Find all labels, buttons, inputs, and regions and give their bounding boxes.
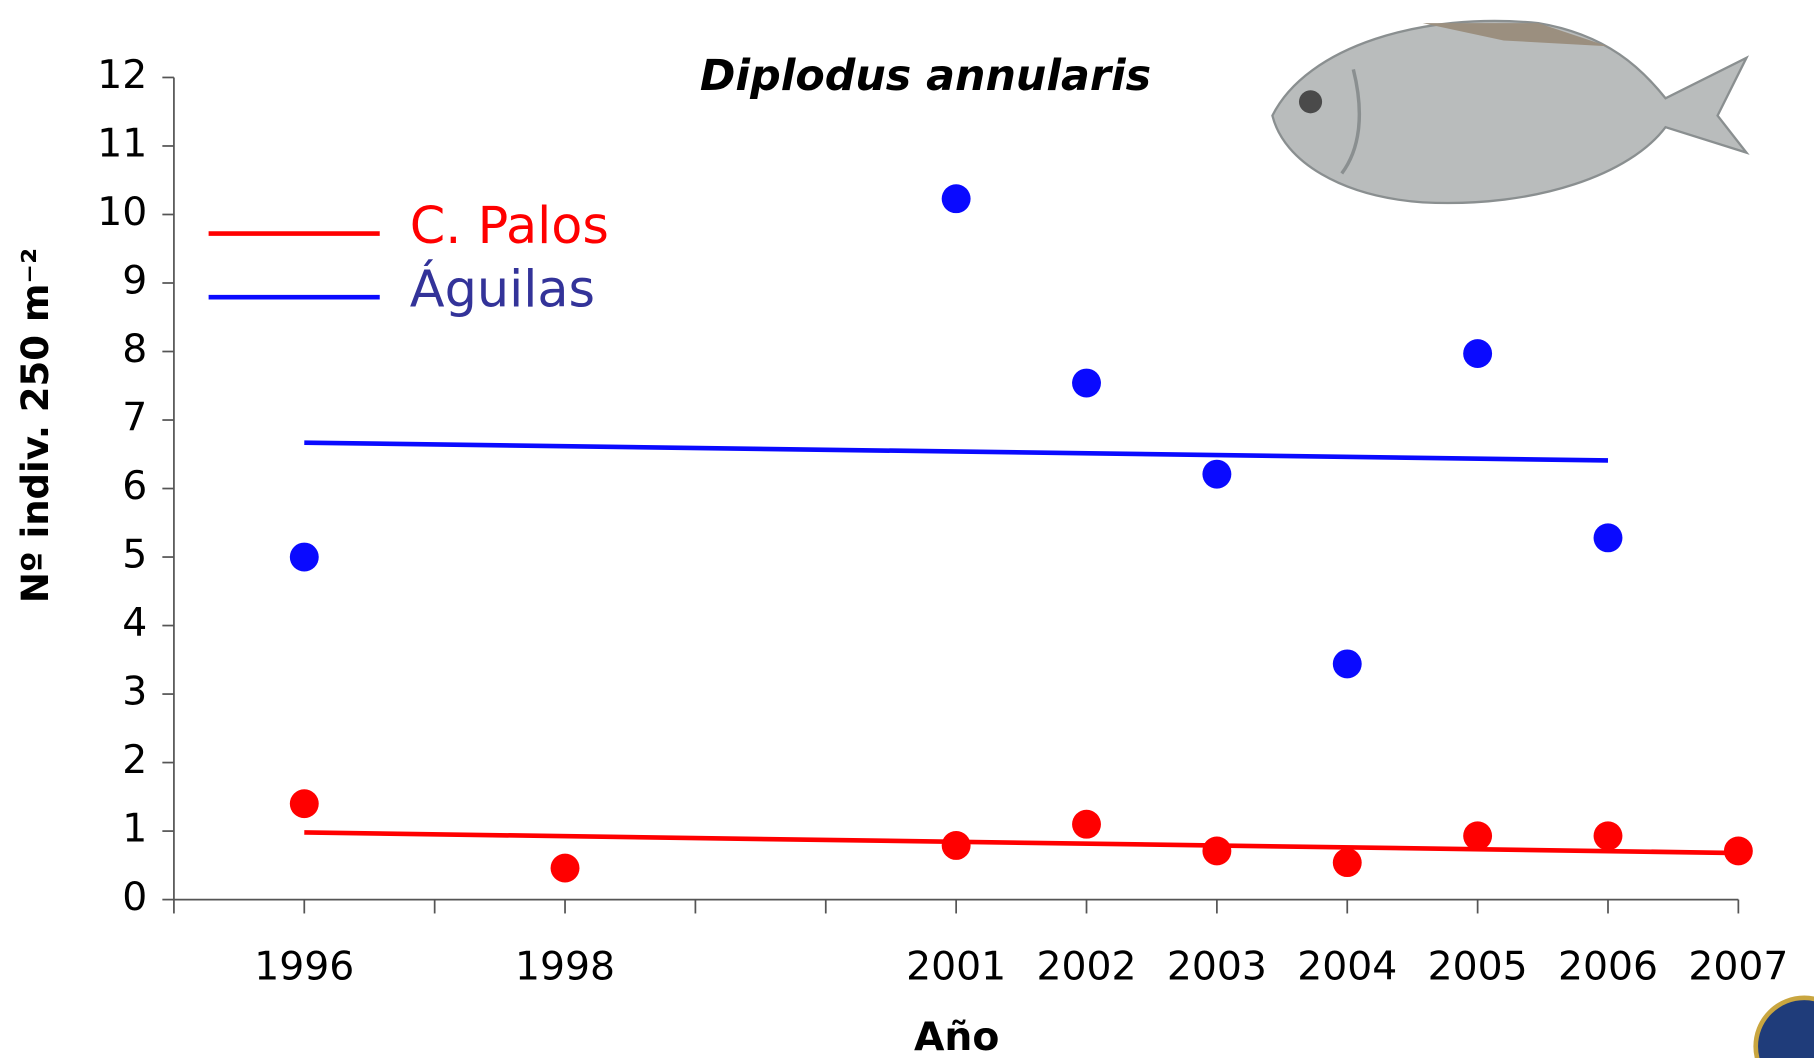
- trend-line: [304, 440, 1609, 463]
- fish-illustration: [1271, 19, 1750, 205]
- y-tick-label: 7: [122, 396, 147, 441]
- y-tick-label: 1: [122, 807, 147, 852]
- y-tick-label: 6: [122, 464, 147, 509]
- trend-line: [304, 830, 1739, 856]
- data-point: [289, 542, 319, 572]
- y-tick-label: 0: [122, 875, 147, 920]
- x-tick-label: 2001: [906, 944, 1006, 989]
- data-point: [1463, 821, 1493, 851]
- data-point: [1593, 523, 1623, 553]
- data-point: [550, 853, 580, 883]
- y-tick-label: 8: [122, 327, 147, 372]
- legend-label: Águilas: [410, 259, 595, 319]
- y-tick-label: 12: [97, 53, 147, 98]
- x-axis-label: Año: [914, 1015, 999, 1058]
- data-point: [1332, 649, 1362, 679]
- y-tick-label: 2: [122, 738, 147, 783]
- y-tick-label: 5: [122, 533, 147, 578]
- x-tick-label: 2003: [1167, 944, 1267, 989]
- x-tick-label: 2007: [1688, 944, 1788, 989]
- x-tick-label: 2005: [1428, 944, 1528, 989]
- x-tick-label: 2004: [1297, 944, 1397, 989]
- y-tick-label: 4: [122, 601, 147, 646]
- x-tick-label: 2006: [1558, 944, 1658, 989]
- data-point: [1202, 836, 1232, 866]
- data-point: [1332, 848, 1362, 878]
- data-point: [289, 789, 319, 819]
- data-point: [941, 831, 971, 860]
- y-tick-label: 3: [122, 670, 147, 715]
- data-point: [1463, 339, 1493, 369]
- y-tick-label: 9: [122, 259, 147, 304]
- x-tick-label: 1998: [515, 944, 615, 989]
- data-point: [1723, 836, 1753, 866]
- chart-title: Diplodus annularis: [700, 51, 1151, 101]
- data-point: [1202, 459, 1232, 489]
- logo: [1753, 995, 1814, 1058]
- legend-label: C. Palos: [410, 196, 609, 255]
- data-point: [941, 184, 971, 214]
- data-point: [1593, 821, 1623, 851]
- x-tick-label: 1996: [254, 944, 354, 989]
- y-tick-label: 10: [97, 190, 147, 235]
- data-point: [1072, 809, 1101, 839]
- y-axis-label: Nº indiv. 250 m⁻²: [14, 248, 57, 603]
- data-point: [1072, 368, 1101, 398]
- y-tick-label: 11: [97, 121, 147, 166]
- x-tick-label: 2002: [1037, 944, 1137, 989]
